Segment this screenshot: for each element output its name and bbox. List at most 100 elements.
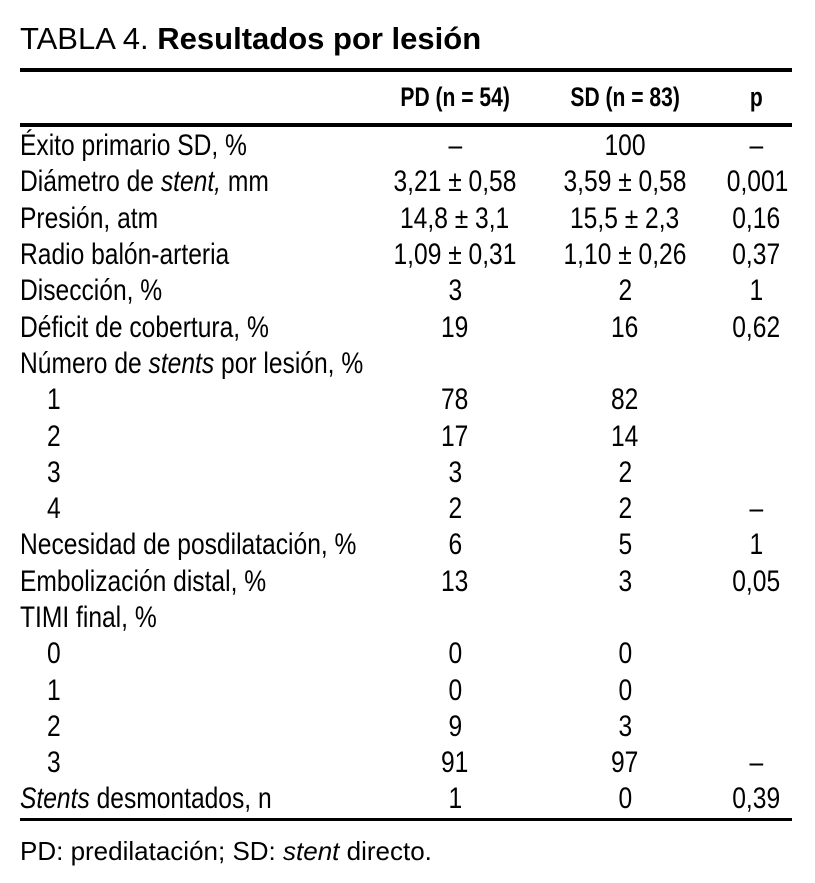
table-row: 3 3 2 — [20, 455, 792, 491]
table-number: TABLA 4. — [20, 21, 149, 56]
p-value — [720, 674, 792, 708]
table-row: TIMI final, % — [20, 600, 792, 636]
table-row: Necesidad de posdilatación, % 6 5 1 — [20, 527, 792, 563]
table-row: 0 0 0 — [20, 636, 792, 672]
table-row: 2 9 3 — [20, 709, 792, 745]
p-value — [720, 601, 792, 635]
sd-value — [530, 601, 720, 635]
row-label: 2 — [47, 419, 61, 453]
sd-value: 3 — [618, 564, 632, 598]
p-value: 1 — [749, 528, 763, 562]
pd-value: 0 — [448, 673, 462, 707]
sd-value: 97 — [611, 746, 639, 780]
p-value: 0,16 — [732, 201, 780, 235]
table-body: Éxito primario SD, % –100– Diámetro de ste… — [20, 128, 792, 818]
p-value — [720, 710, 792, 744]
row-label: Necesidad de posdilatación, % — [20, 528, 357, 562]
column-header-pd: PD (n = 54) — [400, 82, 510, 112]
row-label: 1 — [47, 383, 61, 417]
sd-value: 3,59 ± 0,58 — [563, 165, 687, 199]
header-rule — [20, 123, 792, 127]
row-label: Presión, atm — [20, 201, 159, 235]
sd-value: 0 — [618, 782, 632, 816]
column-header-p: p — [749, 82, 763, 112]
sd-value: 82 — [611, 383, 639, 417]
bottom-rule — [20, 818, 792, 821]
row-label: 4 — [47, 492, 61, 526]
pd-value: 3,21 ± 0,58 — [393, 165, 517, 199]
pd-value: 13 — [441, 564, 469, 598]
table-row: Diámetro de stent, mm 3,21 ± 0,58 3,59 ± 0… — [20, 164, 792, 200]
table-title-text: Resultados por lesión — [157, 21, 482, 56]
sd-value — [530, 347, 720, 381]
p-value: – — [749, 746, 763, 780]
pd-value: 3 — [448, 274, 462, 308]
p-value: 0,39 — [732, 782, 780, 816]
row-label: Éxito primario SD, % — [20, 129, 247, 163]
sd-value: 1,10 ± 0,26 — [563, 238, 687, 272]
sd-value: 0 — [618, 637, 632, 671]
pd-value — [380, 601, 530, 635]
table-row: Presión, atm 14,8 ± 3,1 15,5 ± 2,3 0,16 — [20, 201, 792, 237]
table-row: 2 17 14 — [20, 418, 792, 454]
sd-value: 0 — [618, 673, 632, 707]
p-value — [720, 456, 792, 490]
table-row: Radio balón-arteria 1,09 ± 0,31 1,10 ± 0,2… — [20, 237, 792, 273]
row-label: Embolización distal, % — [20, 564, 267, 598]
pd-value: 91 — [441, 746, 469, 780]
sd-value: 16 — [611, 310, 639, 344]
table-row: 4 2 2 – — [20, 491, 792, 527]
p-value: 0,001 — [726, 165, 789, 199]
table-row: Embolización distal, % 13 3 0,05 — [20, 564, 792, 600]
table-header-row: PD (n = 54) SD (n = 83) p — [20, 72, 792, 123]
p-value: 0,05 — [732, 564, 780, 598]
row-label: Diámetro de stent, mm — [20, 165, 269, 199]
pd-value: 1,09 ± 0,31 — [393, 238, 517, 272]
table-row: Éxito primario SD, % – 100 – — [20, 128, 792, 164]
row-label: 0 — [47, 637, 61, 671]
p-value — [720, 347, 792, 381]
pd-value: 14,8 ± 3,1 — [400, 201, 510, 235]
p-value: 0,62 — [732, 310, 780, 344]
row-label: TIMI final, % — [20, 601, 157, 634]
pd-value: 1 — [448, 782, 462, 816]
sd-value: 2 — [618, 274, 632, 308]
top-rule — [20, 68, 792, 72]
row-label: 1 — [47, 673, 61, 707]
column-header-sd: SD (n = 83) — [570, 82, 680, 112]
pd-value: 17 — [441, 419, 469, 453]
pd-value — [380, 347, 530, 381]
table-row: Número de stents por lesión, % — [20, 346, 792, 382]
p-value: 0,37 — [732, 238, 780, 272]
row-label: Déficit de cobertura, % — [20, 310, 269, 344]
table-row: 3 91 97 – — [20, 745, 792, 781]
pd-value: 9 — [448, 709, 462, 743]
row-label: Disección, % — [20, 274, 163, 308]
sd-value: 100 — [604, 129, 646, 163]
row-label: 3 — [47, 455, 61, 489]
sd-value: 3 — [618, 709, 632, 743]
table-title: TABLA 4. Resultados por lesión — [20, 21, 482, 56]
row-label: 3 — [47, 746, 61, 780]
table-row: Déficit de cobertura, % 19 16 0,62 — [20, 309, 792, 345]
sd-value: 5 — [618, 528, 632, 562]
pd-value: 2 — [448, 492, 462, 526]
row-label: Radio balón-arteria — [20, 238, 230, 272]
pd-value: – — [448, 129, 462, 163]
sd-value: 2 — [618, 492, 632, 526]
p-value: – — [749, 129, 763, 163]
p-value — [720, 420, 792, 454]
table-row: Disección, % 3 2 1 — [20, 273, 792, 309]
sd-value: 15,5 ± 2,3 — [570, 201, 680, 235]
pd-value: 19 — [441, 310, 469, 344]
row-label: Número de stents por lesión, % — [20, 346, 364, 380]
row-label: Stents desmontados, n — [20, 782, 272, 816]
pd-value: 78 — [441, 383, 469, 417]
table-row: 1 78 82 — [20, 382, 792, 418]
sd-value: 14 — [611, 419, 639, 453]
pd-value: 6 — [448, 528, 462, 562]
pd-value: 3 — [448, 455, 462, 489]
footnote-text: PD: predilatación; SD: stent directo. — [20, 836, 432, 866]
p-value: 1 — [749, 274, 763, 308]
